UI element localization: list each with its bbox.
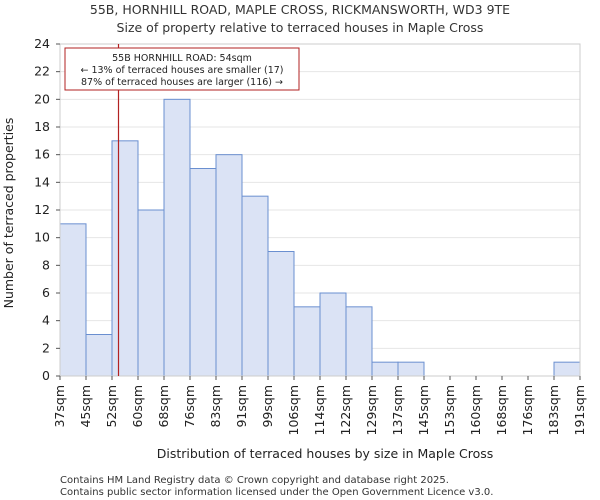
y-tick-label: 10 [34, 230, 50, 245]
annotation-line2: ← 13% of terraced houses are smaller (17… [80, 65, 283, 76]
bar [241, 195, 269, 377]
y-tick-label: 16 [34, 147, 50, 162]
x-tick-label: 191sqm [572, 385, 587, 435]
bar [137, 209, 165, 377]
annotation-line3: 87% of terraced houses are larger (116) … [81, 77, 283, 88]
bar [111, 140, 139, 377]
annotation-box: 55B HORNHILL ROAD: 54sqm ← 13% of terrac… [64, 47, 300, 91]
x-tick-label: 68sqm [156, 385, 171, 428]
y-tick-label: 4 [42, 313, 50, 328]
y-tick-label: 24 [34, 36, 50, 51]
y-tick-label: 6 [42, 285, 50, 300]
bar [85, 334, 113, 377]
y-tick-label: 8 [42, 257, 50, 272]
bar [345, 306, 373, 377]
x-tick-label: 168sqm [494, 385, 509, 435]
x-tick-label: 160sqm [468, 385, 483, 435]
y-tick-label: 12 [34, 202, 50, 217]
bar [371, 361, 399, 377]
x-tick-label: 183sqm [546, 385, 561, 435]
y-tick-label: 2 [42, 340, 50, 355]
annotation-line1: 55B HORNHILL ROAD: 54sqm [112, 53, 252, 64]
x-tick-label: 145sqm [416, 385, 431, 435]
x-tick-label: 52sqm [104, 385, 119, 428]
y-axis-label: Number of terraced properties [1, 118, 16, 309]
bar [553, 361, 581, 377]
x-tick-label: 99sqm [260, 385, 275, 428]
chart-title-line1: 55B, HORNHILL ROAD, MAPLE CROSS, RICKMAN… [90, 2, 510, 17]
y-tick-label: 20 [34, 91, 50, 106]
x-tick-label: 106sqm [286, 385, 301, 435]
y-tick-label: 18 [34, 119, 50, 134]
x-tick-label: 37sqm [52, 385, 67, 428]
x-tick-label: 137sqm [390, 385, 405, 435]
y-tick-label: 0 [42, 368, 50, 383]
footer-line1: Contains HM Land Registry data © Crown c… [60, 475, 449, 486]
x-tick-label: 76sqm [182, 385, 197, 428]
y-tick-label: 22 [34, 64, 50, 79]
x-tick-label: 114sqm [312, 385, 327, 435]
bar [163, 98, 191, 377]
x-tick-label: 60sqm [130, 385, 145, 428]
bar [215, 154, 243, 377]
chart-title-line2: Size of property relative to terraced ho… [117, 20, 484, 35]
bar [59, 223, 87, 377]
x-ticks: 37sqm 45sqm 52sqm 60sqm 68sqm 76sqm 83sqm 91sqm… [52, 376, 587, 435]
y-tick-label: 14 [34, 174, 50, 189]
x-tick-label: 45sqm [78, 385, 93, 428]
bar [293, 306, 321, 377]
footer-line2: Contains public sector information licen… [60, 487, 493, 498]
bar [189, 168, 217, 377]
bar [267, 251, 295, 377]
bar [397, 361, 425, 377]
bar [319, 292, 347, 377]
bars [59, 98, 581, 377]
x-tick-label: 83sqm [208, 385, 223, 428]
x-tick-label: 129sqm [364, 385, 379, 435]
x-tick-label: 91sqm [234, 385, 249, 428]
x-axis-label: Distribution of terraced houses by size … [157, 446, 494, 461]
x-tick-label: 122sqm [338, 385, 353, 435]
x-tick-label: 153sqm [442, 385, 457, 435]
x-tick-label: 176sqm [520, 385, 535, 435]
